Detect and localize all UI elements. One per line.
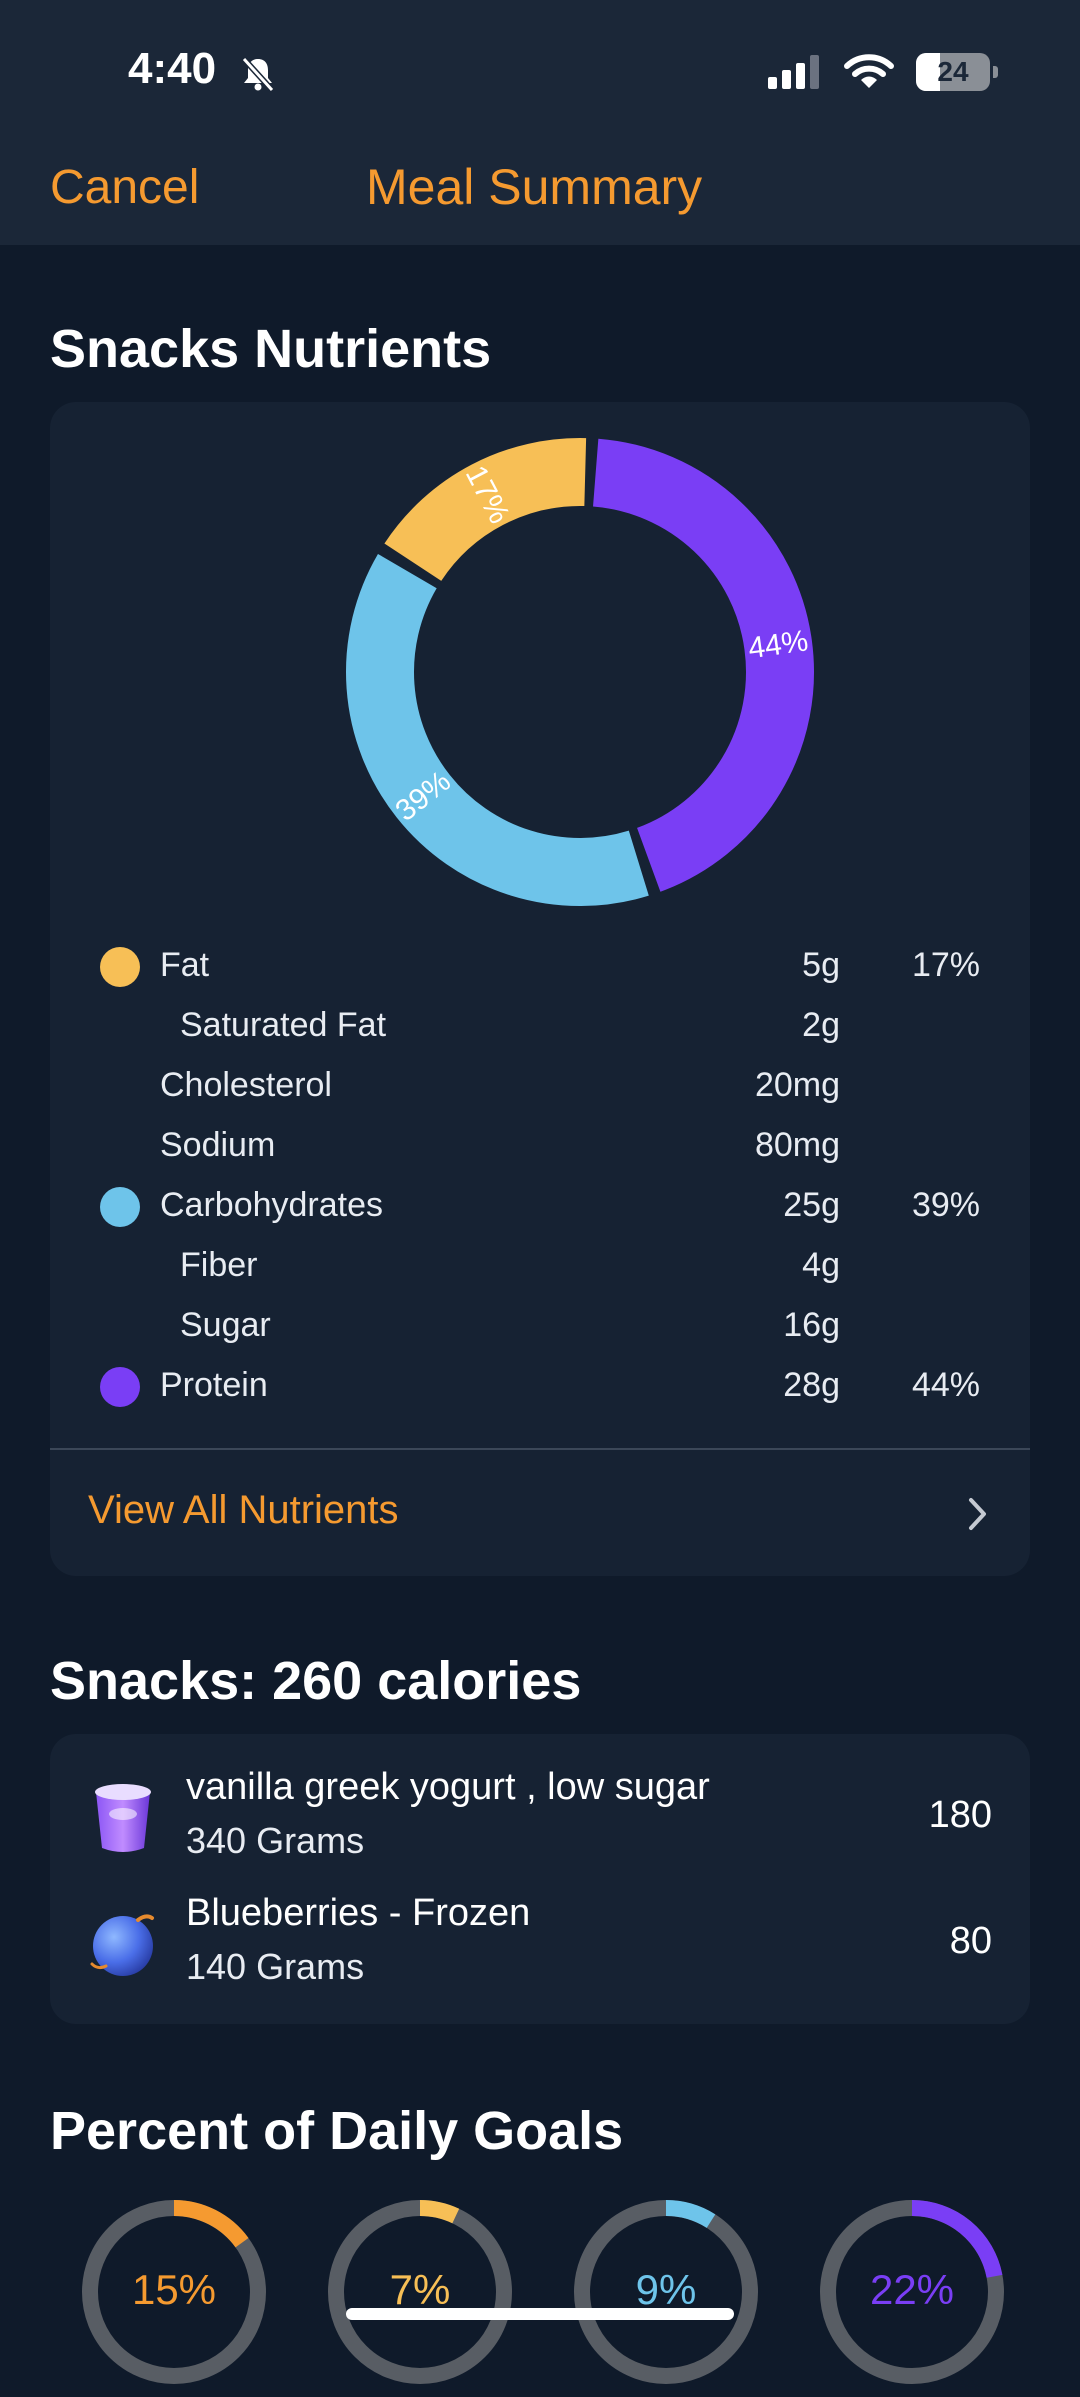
page-title: Meal Summary xyxy=(366,159,703,215)
food-calories: 180 xyxy=(928,1794,992,1836)
nutrient-amount: 20mg xyxy=(754,1066,840,1104)
food-item-blueberries[interactable]: Blueberries - Frozen 140 Grams 80 xyxy=(50,1892,1030,2002)
nutrient-label: Fat xyxy=(160,946,210,984)
nutrient-amount: 2g xyxy=(802,1006,840,1044)
food-amount: 340 Grams xyxy=(186,1820,365,1861)
cancel-button[interactable]: Cancel xyxy=(50,161,200,214)
goal-ring-progress xyxy=(574,2200,758,2384)
nutrient-amount: 25g xyxy=(783,1186,840,1224)
yogurt-icon xyxy=(95,1784,151,1852)
daily-goal-ring[interactable]: 22% xyxy=(812,2192,1012,2392)
wifi-icon xyxy=(844,54,894,88)
daily-goal-ring[interactable]: 7% xyxy=(320,2192,520,2392)
home-indicator[interactable] xyxy=(346,2308,734,2320)
daily-goal-ring[interactable]: 9% xyxy=(566,2192,766,2392)
donut-label: 44% xyxy=(746,624,810,665)
legend-dot xyxy=(100,947,140,987)
view-all-nutrients-link[interactable]: View All Nutrients xyxy=(88,1488,399,1532)
donut-segment-carbohydrates xyxy=(346,553,649,906)
nutrient-row: Sodium 80mg xyxy=(50,1122,1030,1172)
nutrient-amount: 80mg xyxy=(754,1126,840,1164)
goal-percent: 22% xyxy=(869,2266,955,2313)
nutrient-label: Carbohydrates xyxy=(160,1186,384,1224)
battery-level: 24 xyxy=(937,56,969,87)
food-name: Blueberries - Frozen xyxy=(186,1892,531,1934)
macro-donut-chart: 44%39%17% xyxy=(346,438,814,906)
daily-goal-ring[interactable]: 15% xyxy=(74,2192,274,2392)
food-calories: 80 xyxy=(949,1920,992,1962)
bell-muted-icon xyxy=(241,56,275,93)
nutrient-row: Fat 5g 17% xyxy=(50,942,1030,992)
chevron-right-icon[interactable] xyxy=(962,1494,992,1534)
nutrient-label: Cholesterol xyxy=(160,1066,332,1104)
nutrient-label: Fiber xyxy=(180,1246,258,1284)
donut-segment-protein xyxy=(592,438,814,892)
nutrient-row: Cholesterol 20mg xyxy=(50,1062,1030,1112)
nutrient-row: Fiber 4g xyxy=(50,1242,1030,1292)
nutrient-percent: 39% xyxy=(911,1186,980,1224)
battery-icon: 24 xyxy=(916,53,998,91)
nutrient-row: Saturated Fat 2g xyxy=(50,1002,1030,1052)
goals-section-title: Percent of Daily Goals xyxy=(50,2101,624,2161)
food-item-yogurt[interactable]: vanilla greek yogurt , low sugar 340 Gra… xyxy=(50,1766,1030,1876)
nutrient-amount: 4g xyxy=(802,1246,840,1284)
nutrient-percent: 44% xyxy=(911,1366,980,1404)
nutrient-label: Protein xyxy=(160,1366,268,1404)
nutrient-label: Saturated Fat xyxy=(180,1006,387,1044)
nutrient-percent: 17% xyxy=(911,946,980,984)
nutrient-label: Sugar xyxy=(180,1306,271,1344)
nutrients-card: 44% 39% 17% Fat 5g 17% Saturated Fat 2g Cholest… xyxy=(50,402,1030,1576)
goal-percent: 9% xyxy=(635,2266,697,2313)
nutrient-amount: 5g xyxy=(802,946,840,984)
goal-ring-progress xyxy=(820,2200,1004,2384)
legend-dot xyxy=(100,1367,140,1407)
cellular-signal-icon xyxy=(768,55,819,89)
nutrients-section-title: Snacks Nutrients xyxy=(50,319,492,379)
goal-percent: 15% xyxy=(131,2266,217,2313)
divider xyxy=(50,1448,1030,1450)
nutrient-amount: 28g xyxy=(783,1366,840,1404)
goal-ring-progress xyxy=(328,2200,512,2384)
status-indicators: 24 xyxy=(768,50,998,94)
nutrient-label: Sodium xyxy=(160,1126,276,1164)
snacks-card: vanilla greek yogurt , low sugar 340 Gra… xyxy=(50,1734,1030,2024)
nutrient-row: Sugar 16g xyxy=(50,1302,1030,1352)
food-amount: 140 Grams xyxy=(186,1946,365,1987)
nutrient-row: Protein 28g 44% xyxy=(50,1362,1030,1412)
legend-dot xyxy=(100,1187,140,1227)
snacks-section-title: Snacks: 260 calories xyxy=(50,1651,582,1711)
status-time: 4:40 xyxy=(128,44,217,93)
nutrient-amount: 16g xyxy=(783,1306,840,1344)
goal-ring-progress xyxy=(82,2200,266,2384)
nutrient-row: Carbohydrates 25g 39% xyxy=(50,1182,1030,1232)
donut-segment-fat xyxy=(384,438,587,582)
blueberry-icon xyxy=(90,1914,154,1976)
top-bar: 4:40 24 Cancel Meal Summary xyxy=(0,0,1080,245)
food-name: vanilla greek yogurt , low sugar xyxy=(186,1766,710,1808)
goal-percent: 7% xyxy=(389,2266,451,2313)
